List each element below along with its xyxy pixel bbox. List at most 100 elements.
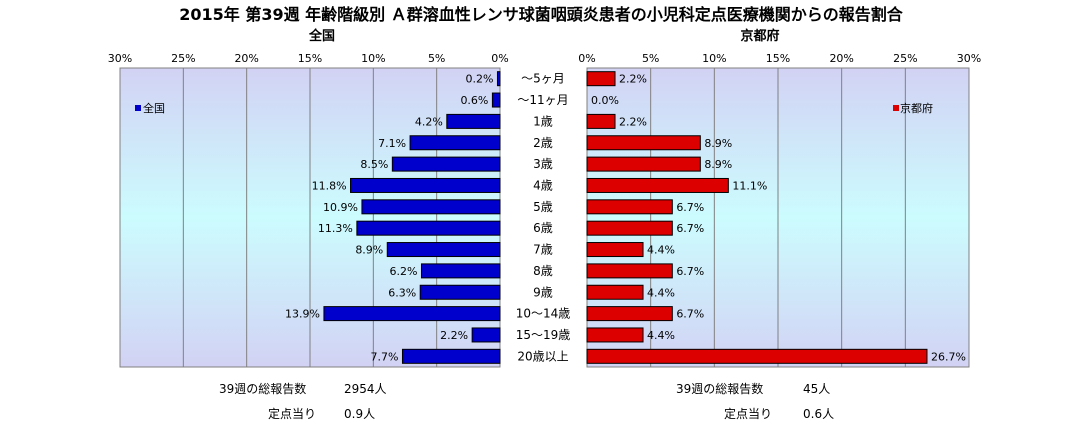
category-labels: ～5ヶ月 ～11ヶ月 1歳 2歳 3歳 4歳 5歳 6歳 7歳 8歳 9歳 10～14歳 15～19歳 2… <box>516 72 571 364</box>
left-tick-label: 20% <box>234 52 258 65</box>
left-data-label: 2.2% <box>440 329 468 342</box>
right-data-label: 2.2% <box>619 115 647 128</box>
legend-swatch-kyoto <box>893 105 899 111</box>
left-data-label: 8.9% <box>355 244 383 257</box>
left-bar <box>420 263 501 279</box>
left-bar <box>491 92 501 108</box>
right-bar <box>586 113 616 129</box>
category-label: 7歳 <box>533 243 553 257</box>
right-bar <box>586 135 701 151</box>
right-data-label: 6.7% <box>676 308 704 321</box>
right-data-label: 26.7% <box>931 350 966 363</box>
right-bar <box>586 71 616 87</box>
left-tick-label: 0% <box>491 52 508 65</box>
category-label: 6歳 <box>533 221 553 235</box>
category-label: 4歳 <box>533 178 553 192</box>
left-tick-label: 10% <box>361 52 385 65</box>
legend-label-national: 全国 <box>143 101 165 115</box>
left-data-label: 0.2% <box>466 73 494 86</box>
footer-left-per-value: 0.9人 <box>344 407 375 421</box>
left-bar <box>471 327 501 343</box>
right-tick-label: 5% <box>642 52 659 65</box>
right-bar <box>586 177 729 193</box>
left-tick-label: 5% <box>428 52 445 65</box>
right-tick-label: 30% <box>957 52 981 65</box>
category-label: 1歳 <box>533 114 553 128</box>
left-data-label: 11.3% <box>318 222 353 235</box>
footer-left: 39週の総報告数 2954人 定点当り 0.9人 <box>219 381 387 421</box>
right-bar <box>586 220 673 236</box>
right-bar <box>586 199 673 215</box>
left-bar <box>419 284 501 300</box>
left-bar <box>401 348 501 364</box>
right-bar <box>586 348 928 364</box>
left-data-label: 11.8% <box>312 179 347 192</box>
left-panel-subtitle: 全国 <box>308 28 335 44</box>
right-tick-label: 25% <box>893 52 917 65</box>
left-tick-label: 25% <box>171 52 195 65</box>
footer-right: 39週の総報告数 45人 定点当り 0.6人 <box>676 381 834 421</box>
left-data-label: 10.9% <box>323 201 358 214</box>
footer-right-per-label: 定点当り <box>724 406 772 421</box>
footer-right-total-label: 39週の総報告数 <box>676 381 763 396</box>
left-bar <box>446 113 501 129</box>
right-data-label: 6.7% <box>676 222 704 235</box>
left-data-label: 6.2% <box>390 265 418 278</box>
left-bar <box>356 220 501 236</box>
category-label: 9歳 <box>533 285 553 299</box>
right-tick-label: 15% <box>766 52 790 65</box>
right-data-label: 6.7% <box>676 265 704 278</box>
left-bar <box>496 71 501 87</box>
category-label: 10～14歳 <box>516 307 571 321</box>
left-bar <box>409 135 501 151</box>
right-bar <box>586 263 673 279</box>
right-panel: 0% 5% 10% 15% 20% 25% 30%2.2%0.0%2.2%8.9%8.9%1… <box>578 52 981 368</box>
left-data-label: 6.3% <box>388 286 416 299</box>
category-label: 15～19歳 <box>516 328 571 342</box>
category-label: 3歳 <box>533 157 553 171</box>
right-data-label: 2.2% <box>619 73 647 86</box>
footer-left-per-label: 定点当り <box>268 406 316 421</box>
left-bar <box>361 199 501 215</box>
left-tick-label: 15% <box>298 52 322 65</box>
footer-left-total-label: 39週の総報告数 <box>219 381 306 396</box>
legend-label-kyoto: 京都府 <box>900 101 933 115</box>
right-data-label: 8.9% <box>704 137 732 150</box>
right-panel-subtitle: 京都府 <box>740 28 779 44</box>
category-label: ～11ヶ月 <box>517 93 568 107</box>
left-data-label: 13.9% <box>285 308 320 321</box>
right-bar <box>586 284 644 300</box>
right-data-label: 4.4% <box>647 329 675 342</box>
left-tick-label: 30% <box>108 52 132 65</box>
chart-title: 2015年 第39週 年齢階級別 Ａ群溶血性レンサ球菌咽頭炎患者の小児科定点医療… <box>179 5 904 24</box>
category-label: ～5ヶ月 <box>521 72 565 86</box>
footer-left-total-value: 2954人 <box>344 382 387 396</box>
right-data-label: 11.1% <box>732 179 767 192</box>
left-bar <box>350 177 501 193</box>
category-label: 5歳 <box>533 200 553 214</box>
legend-swatch-national <box>135 105 141 111</box>
footer-right-total-value: 45人 <box>803 382 830 396</box>
footer-right-per-value: 0.6人 <box>803 407 834 421</box>
right-bar <box>586 242 644 258</box>
left-bar <box>386 242 501 258</box>
category-label: 20歳以上 <box>517 349 568 363</box>
left-bar <box>391 156 501 172</box>
right-data-label: 6.7% <box>676 201 704 214</box>
right-tick-label: 20% <box>829 52 853 65</box>
right-tick-label: 0% <box>578 52 595 65</box>
right-data-label: 8.9% <box>704 158 732 171</box>
right-data-label: 4.4% <box>647 244 675 257</box>
right-data-label: 4.4% <box>647 286 675 299</box>
right-data-label: 0.0% <box>591 94 619 107</box>
left-data-label: 4.2% <box>415 115 443 128</box>
category-label: 2歳 <box>533 136 553 150</box>
left-data-label: 8.5% <box>360 158 388 171</box>
right-bar <box>586 327 644 343</box>
right-bar <box>586 156 701 172</box>
left-data-label: 7.7% <box>371 350 399 363</box>
left-bar <box>323 306 501 322</box>
right-tick-label: 10% <box>702 52 726 65</box>
category-label: 8歳 <box>533 264 553 278</box>
